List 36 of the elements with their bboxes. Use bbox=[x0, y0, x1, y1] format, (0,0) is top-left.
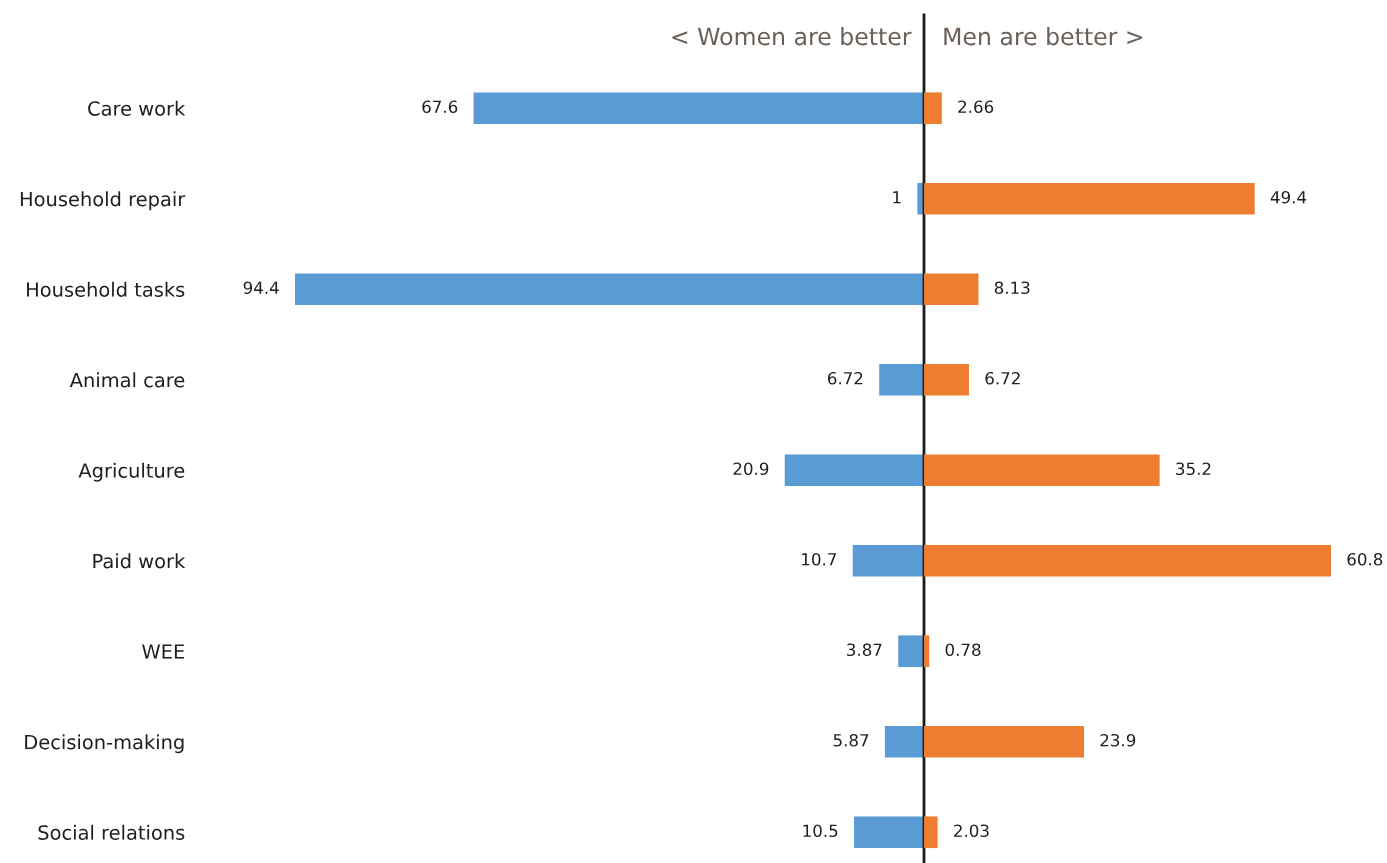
y-tick-label: Care work bbox=[88, 100, 186, 116]
bar bbox=[884, 725, 924, 758]
bar bbox=[924, 92, 942, 125]
bar bbox=[917, 182, 924, 215]
y-tick-label: WEE bbox=[142, 644, 185, 659]
data-label: 67.6 bbox=[422, 100, 458, 114]
data-label: 94.4 bbox=[243, 281, 279, 295]
data-label: 5.87 bbox=[833, 733, 869, 747]
data-label: 35.2 bbox=[1176, 462, 1211, 476]
annotation: Men are better > bbox=[944, 27, 1143, 46]
y-tick-label: Paid work bbox=[93, 553, 186, 569]
y-tick-label: Agriculture bbox=[78, 462, 185, 482]
data-label: 20.9 bbox=[733, 462, 769, 476]
data-label: 6.72 bbox=[985, 371, 1020, 385]
bar bbox=[852, 544, 924, 577]
bar bbox=[924, 273, 979, 306]
data-label: 10.5 bbox=[803, 824, 838, 838]
data-label: 2.66 bbox=[958, 100, 994, 114]
annotation: < Women are better bbox=[672, 27, 912, 46]
y-tick-label: Social relations bbox=[38, 824, 185, 840]
y-tick-label: Household tasks bbox=[27, 281, 185, 297]
y-tick-label: Household repair bbox=[20, 191, 186, 211]
y-tick-label: Decision-making bbox=[25, 734, 184, 754]
data-label: 6.72 bbox=[828, 371, 863, 385]
data-label: 2.03 bbox=[954, 824, 989, 838]
bar bbox=[924, 816, 938, 849]
data-label: 0.78 bbox=[945, 643, 981, 657]
data-label: 23.9 bbox=[1100, 733, 1136, 747]
y-tick-label: Animal care bbox=[69, 372, 185, 388]
data-label: 49.4 bbox=[1270, 190, 1307, 204]
bar bbox=[924, 635, 930, 668]
data-label: 3.87 bbox=[847, 643, 882, 657]
data-label: 1 bbox=[893, 191, 901, 204]
data-label: 8.13 bbox=[994, 281, 1030, 295]
data-label: 60.8 bbox=[1347, 552, 1383, 566]
data-label: 10.7 bbox=[802, 552, 836, 566]
